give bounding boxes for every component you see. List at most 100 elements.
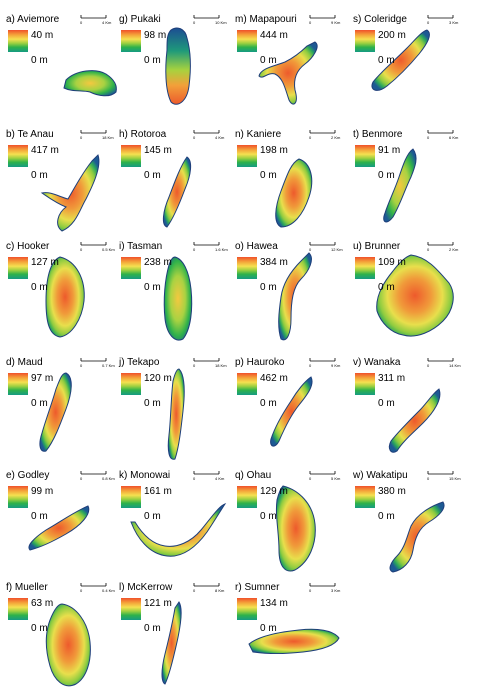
depth-legend-max-w: 380 m — [378, 486, 406, 497]
scale-bar-e: 0 0.8 Km — [80, 471, 115, 481]
lake-outline-n — [275, 158, 313, 228]
panel-label-h: h) Rotoroa — [119, 129, 167, 140]
panel-label-g: g) Pukaki — [119, 14, 161, 25]
panel-label-i: i) Tasman — [119, 241, 162, 252]
depth-legend-min-e: 0 m — [31, 511, 48, 522]
depth-legend-ramp-d — [8, 373, 28, 395]
panel-i: i) Tasman 238 m 0 m 0 1.6 Km — [119, 241, 228, 341]
depth-legend-ramp-m — [237, 30, 257, 52]
scale-bar-start-c: 0 — [80, 247, 83, 252]
panel-q: q) Ohau 129 m 0 m 0 5 Km — [235, 470, 341, 572]
depth-legend-ramp-l — [121, 598, 141, 620]
panel-c: c) Hooker 127 m 0 m 0 0.5 Km — [6, 241, 115, 338]
depth-legend-ramp-i — [121, 257, 141, 279]
depth-legend-ramp-c — [8, 257, 28, 279]
panel-b: b) Te Anau 417 m 0 m 0 18 Km — [6, 129, 114, 232]
depth-legend-min-u: 0 m — [378, 282, 395, 293]
scale-bar-start-p: 0 — [309, 363, 312, 368]
panel-v: v) Wanaka 311 m 0 m 0 14 Km — [353, 357, 461, 453]
lake-outline-j — [167, 368, 185, 460]
depth-legend-min-i: 0 m — [144, 282, 161, 293]
depth-legend-min-f: 0 m — [31, 623, 48, 634]
depth-legend-max-f: 63 m — [31, 598, 53, 609]
scale-bar-end-k: 4 Km — [215, 476, 225, 481]
depth-legend-ramp-k — [121, 486, 141, 508]
scale-bar-end-h: 4 Km — [215, 135, 225, 140]
lake-outline-o — [278, 252, 312, 341]
depth-legend-min-w: 0 m — [378, 511, 395, 522]
panel-f: f) Mueller 63 m 0 m 0 0.4 Km — [6, 582, 115, 687]
lake-outline-b — [40, 154, 100, 232]
scale-bar-r: 0 3 Km — [309, 583, 341, 593]
scale-bar-start-q: 0 — [309, 476, 312, 481]
depth-legend-min-q: 0 m — [260, 511, 277, 522]
lake-outline-h — [162, 156, 192, 228]
scale-bar-end-j: 18 Km — [215, 363, 227, 368]
scale-bar-start-t: 0 — [427, 135, 430, 140]
scale-bar-start-e: 0 — [80, 476, 83, 481]
depth-legend-min-n: 0 m — [260, 170, 277, 181]
depth-legend-ramp-r — [237, 598, 257, 620]
panel-label-p: p) Hauroko — [235, 357, 285, 368]
depth-legend-min-a: 0 m — [31, 55, 48, 66]
depth-legend-min-k: 0 m — [144, 511, 161, 522]
depth-legend-max-h: 145 m — [144, 145, 172, 156]
lake-outline-p — [270, 376, 313, 447]
scale-bar-end-f: 0.4 Km — [102, 588, 115, 593]
scale-bar-start-r: 0 — [309, 588, 312, 593]
panel-label-r: r) Sumner — [235, 582, 280, 593]
scale-bar-q: 0 5 Km — [309, 471, 341, 481]
panel-label-m: m) Mapapouri — [235, 14, 297, 25]
depth-legend-ramp-p — [237, 373, 257, 395]
depth-legend-min-p: 0 m — [260, 398, 277, 409]
panel-label-k: k) Monowai — [119, 470, 170, 481]
scale-bar-end-s: 3 Km — [449, 20, 459, 25]
scale-bar-start-b: 0 — [80, 135, 83, 140]
scale-bar-end-g: 10 Km — [215, 20, 227, 25]
depth-legend-max-g: 98 m — [144, 30, 166, 41]
scale-bar-u: 0 2 Km — [427, 242, 459, 252]
scale-bar-start-m: 0 — [309, 20, 312, 25]
scale-bar-o: 0 12 Km — [309, 242, 343, 252]
depth-legend-max-m: 444 m — [260, 30, 288, 41]
depth-legend-ramp-e — [8, 486, 28, 508]
panel-label-a: a) Aviemore — [6, 14, 60, 25]
scale-bar-start-d: 0 — [80, 363, 83, 368]
scale-bar-s: 0 3 Km — [427, 15, 459, 25]
scale-bar-end-e: 0.8 Km — [102, 476, 115, 481]
scale-bar-end-t: 6 Km — [449, 135, 459, 140]
depth-legend-min-l: 0 m — [144, 623, 161, 634]
scale-bar-end-u: 2 Km — [449, 247, 459, 252]
scale-bar-l: 0 8 Km — [193, 583, 225, 593]
panel-l: l) McKerrow 121 m 0 m 0 8 Km — [119, 582, 225, 685]
scale-bar-end-l: 8 Km — [215, 588, 225, 593]
panel-label-c: c) Hooker — [6, 241, 50, 252]
depth-legend-ramp-w — [355, 486, 375, 508]
scale-bar-start-w: 0 — [427, 476, 430, 481]
panel-label-e: e) Godley — [6, 470, 49, 481]
panel-a: a) Aviemore 40 m 0 m 0 4 Km — [6, 14, 117, 97]
depth-legend-ramp-t — [355, 145, 375, 167]
depth-legend-min-r: 0 m — [260, 623, 277, 634]
scale-bar-a: 0 4 Km — [80, 15, 112, 25]
panel-r: r) Sumner 134 m 0 m 0 3 Km — [235, 582, 341, 654]
panel-s: s) Coleridge 200 m 0 m 0 3 Km — [353, 14, 459, 91]
scale-bar-start-k: 0 — [193, 476, 196, 481]
panel-label-n: n) Kaniere — [235, 129, 282, 140]
panel-o: o) Hawea 384 m 0 m 0 12 Km — [235, 241, 343, 341]
depth-legend-min-c: 0 m — [31, 282, 48, 293]
scale-bar-end-r: 3 Km — [331, 588, 341, 593]
scale-bar-b: 0 18 Km — [80, 130, 114, 140]
lake-outline-f — [45, 603, 91, 687]
panel-n: n) Kaniere 198 m 0 m 0 2 Km — [235, 129, 341, 228]
depth-legend-max-a: 40 m — [31, 30, 53, 41]
panel-label-f: f) Mueller — [6, 582, 48, 593]
scale-bar-w: 0 15 Km — [427, 471, 461, 481]
panel-d: d) Maud 97 m 0 m 0 0.7 Km — [6, 357, 115, 452]
depth-legend-ramp-f — [8, 598, 28, 620]
depth-legend-ramp-s — [355, 30, 375, 52]
panel-label-q: q) Ohau — [235, 470, 271, 481]
scale-bar-start-g: 0 — [193, 20, 196, 25]
panel-p: p) Hauroko 462 m 0 m 0 9 Km — [235, 357, 341, 447]
panel-h: h) Rotoroa 145 m 0 m 0 4 Km — [119, 129, 225, 228]
